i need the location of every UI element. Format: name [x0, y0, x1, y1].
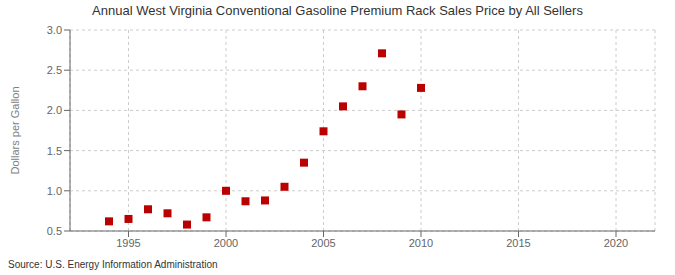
svg-text:2020: 2020	[604, 237, 628, 249]
svg-text:0.5: 0.5	[47, 225, 62, 237]
svg-text:3.0: 3.0	[47, 24, 62, 36]
svg-text:2010: 2010	[409, 237, 433, 249]
svg-text:Dollars per Gallon: Dollars per Gallon	[9, 86, 21, 174]
svg-text:2.5: 2.5	[47, 64, 62, 76]
svg-text:1995: 1995	[116, 237, 140, 249]
svg-text:1.0: 1.0	[47, 185, 62, 197]
svg-text:1.5: 1.5	[47, 145, 62, 157]
svg-text:2015: 2015	[506, 237, 530, 249]
svg-text:2.0: 2.0	[47, 104, 62, 116]
html-text:Annual West Virginia Conventio: Annual West Virginia Conventional Gasoli…	[92, 3, 583, 18]
html-text:Source: U.S. Energy Informatio: Source: U.S. Energy Information Administ…	[8, 259, 218, 270]
svg-text:2005: 2005	[311, 237, 335, 249]
svg-text:2000: 2000	[214, 237, 238, 249]
